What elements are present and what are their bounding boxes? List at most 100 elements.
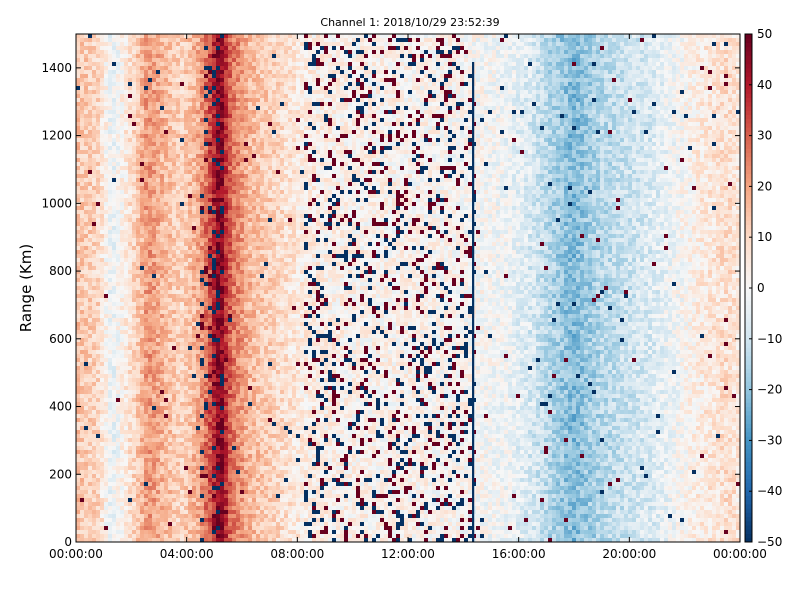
heatmap-cell: [160, 114, 164, 118]
heatmap-cell: [76, 390, 80, 394]
heatmap-cell: [148, 274, 152, 278]
heatmap-cell: [188, 322, 192, 326]
heatmap-cell: [200, 438, 204, 442]
heatmap-cell: [108, 50, 112, 54]
heatmap-cell: [168, 346, 172, 350]
heatmap-cell: [216, 238, 220, 242]
heatmap-cell: [128, 162, 132, 166]
heatmap-cell: [84, 214, 88, 218]
heatmap-cell: [128, 34, 132, 38]
heatmap-cell: [120, 334, 124, 338]
heatmap-cell: [100, 478, 104, 482]
heatmap-cell: [108, 130, 112, 134]
heatmap-cell: [144, 302, 148, 306]
heatmap-cell: [92, 466, 96, 470]
heatmap-cell: [228, 426, 232, 430]
heatmap-cell: [208, 190, 212, 194]
heatmap-cell: [88, 446, 92, 450]
heatmap-cell: [192, 106, 196, 110]
heatmap-cell: [156, 98, 160, 102]
heatmap-cell: [228, 526, 232, 530]
heatmap-cell: [200, 418, 204, 422]
heatmap-cell: [96, 478, 100, 482]
heatmap-cell: [100, 266, 104, 270]
heatmap-cell: [180, 46, 184, 50]
heatmap-cell: [212, 214, 216, 218]
heatmap-cell: [180, 422, 184, 426]
heatmap-cell: [148, 450, 152, 454]
heatmap-cell: [176, 426, 180, 430]
heatmap-cell: [76, 78, 80, 82]
heatmap-cell: [88, 58, 92, 62]
heatmap-cell: [120, 234, 124, 238]
heatmap-cell: [120, 478, 124, 482]
heatmap-cell: [80, 422, 84, 426]
heatmap-cell: [84, 122, 88, 126]
heatmap-cell: [208, 246, 212, 250]
heatmap-cell: [204, 34, 208, 38]
heatmap-cell: [140, 526, 144, 530]
heatmap-cell: [140, 310, 144, 314]
heatmap-cell: [164, 90, 168, 94]
heatmap-cell: [120, 270, 124, 274]
heatmap-cell: [148, 466, 152, 470]
heatmap-cell: [184, 142, 188, 146]
heatmap-cell: [104, 354, 108, 358]
heatmap-cell: [140, 134, 144, 138]
heatmap-cell: [208, 526, 212, 530]
heatmap-cell: [168, 334, 172, 338]
heatmap-cell: [100, 450, 104, 454]
heatmap-cell: [88, 278, 92, 282]
heatmap-cell: [164, 466, 168, 470]
heatmap-cell: [108, 142, 112, 146]
heatmap-cell: [192, 186, 196, 190]
heatmap-cell: [128, 266, 132, 270]
heatmap-cell: [84, 102, 88, 106]
heatmap-cell: [124, 194, 128, 198]
heatmap-cell: [200, 414, 204, 418]
heatmap-cell: [92, 362, 96, 366]
heatmap-cell: [176, 354, 180, 358]
heatmap-cell: [76, 534, 80, 538]
heatmap-cell: [88, 406, 92, 410]
heatmap-cell: [188, 102, 192, 106]
heatmap-cell: [76, 326, 80, 330]
heatmap-cell: [148, 122, 152, 126]
heatmap-cell: [108, 370, 112, 374]
heatmap-cell: [124, 434, 128, 438]
heatmap-cell: [136, 278, 140, 282]
heatmap-cell: [88, 78, 92, 82]
heatmap-cell: [220, 338, 224, 342]
heatmap-cell: [216, 110, 220, 114]
heatmap-cell: [172, 162, 176, 166]
heatmap-cell: [108, 46, 112, 50]
heatmap-cell: [116, 438, 120, 442]
heatmap-cell: [88, 122, 92, 126]
heatmap-cell: [116, 150, 120, 154]
heatmap-cell: [208, 318, 212, 322]
heatmap-cell: [172, 142, 176, 146]
heatmap-cell: [172, 262, 176, 266]
heatmap-cell: [220, 94, 224, 98]
heatmap-cell: [84, 226, 88, 230]
heatmap-cell: [108, 498, 112, 502]
heatmap-cell: [88, 214, 92, 218]
heatmap-cell: [140, 414, 144, 418]
heatmap-cell: [200, 378, 204, 382]
heatmap-cell: [76, 498, 80, 502]
heatmap-cell: [80, 266, 84, 270]
heatmap-cell: [116, 238, 120, 242]
heatmap-cell: [132, 206, 136, 210]
heatmap-cell: [80, 326, 84, 330]
heatmap-cell: [140, 98, 144, 102]
heatmap-cell: [152, 134, 156, 138]
heatmap-cell: [164, 162, 168, 166]
heatmap-cell: [176, 70, 180, 74]
heatmap-cell: [132, 198, 136, 202]
heatmap-cell: [124, 74, 128, 78]
heatmap-cell: [112, 434, 116, 438]
heatmap-cell: [88, 478, 92, 482]
heatmap-cell: [200, 422, 204, 426]
heatmap-cell: [144, 482, 148, 486]
heatmap-cell: [92, 294, 96, 298]
